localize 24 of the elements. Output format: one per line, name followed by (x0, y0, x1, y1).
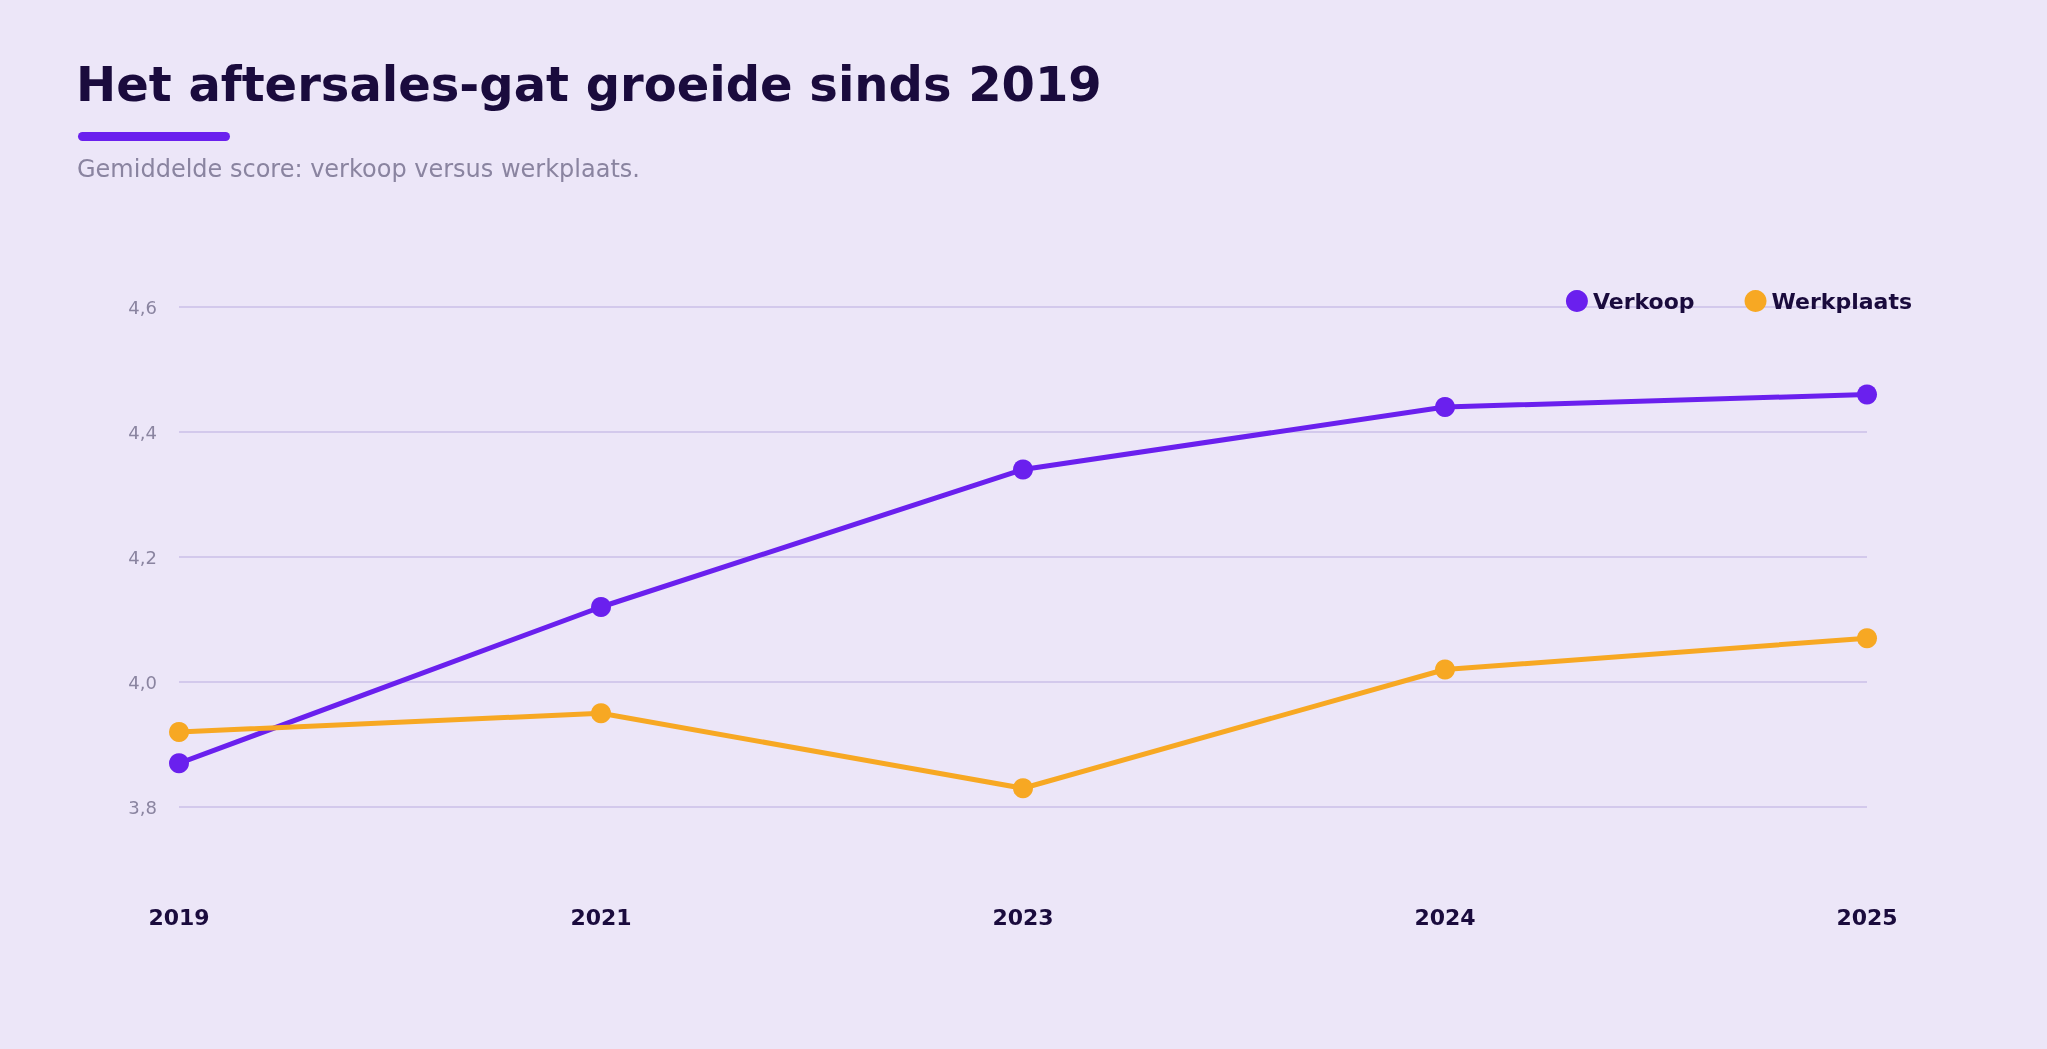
legend-label: Werkplaats (1771, 288, 1913, 314)
point (169, 753, 189, 774)
point (591, 703, 611, 724)
x-tick-label: 2023 (992, 904, 1054, 930)
point (1013, 459, 1033, 480)
y-tick-label: 4,6 (128, 296, 157, 318)
point (1435, 397, 1455, 417)
point (1857, 628, 1877, 649)
point (1435, 659, 1455, 680)
y-tick-label: 4,4 (128, 421, 157, 443)
point (1857, 384, 1877, 405)
y-tick-label: 4,0 (128, 671, 157, 693)
y-tick-label: 4,2 (128, 546, 157, 568)
chart-subtitle: Gemiddelde score: verkoop versus werkplaats. (77, 155, 640, 183)
point (591, 597, 611, 617)
point (169, 722, 189, 742)
x-tick-label: 2025 (1836, 904, 1898, 930)
chart-title: Het aftersales-gat groeide sinds 2019 (76, 56, 1102, 112)
x-tick-label: 2021 (570, 904, 632, 930)
legend-label: Verkoop (1592, 288, 1695, 314)
x-tick-label: 2019 (148, 904, 210, 930)
point (1013, 778, 1033, 799)
y-tick-label: 3,8 (128, 796, 157, 818)
x-tick-label: 2024 (1414, 904, 1476, 930)
